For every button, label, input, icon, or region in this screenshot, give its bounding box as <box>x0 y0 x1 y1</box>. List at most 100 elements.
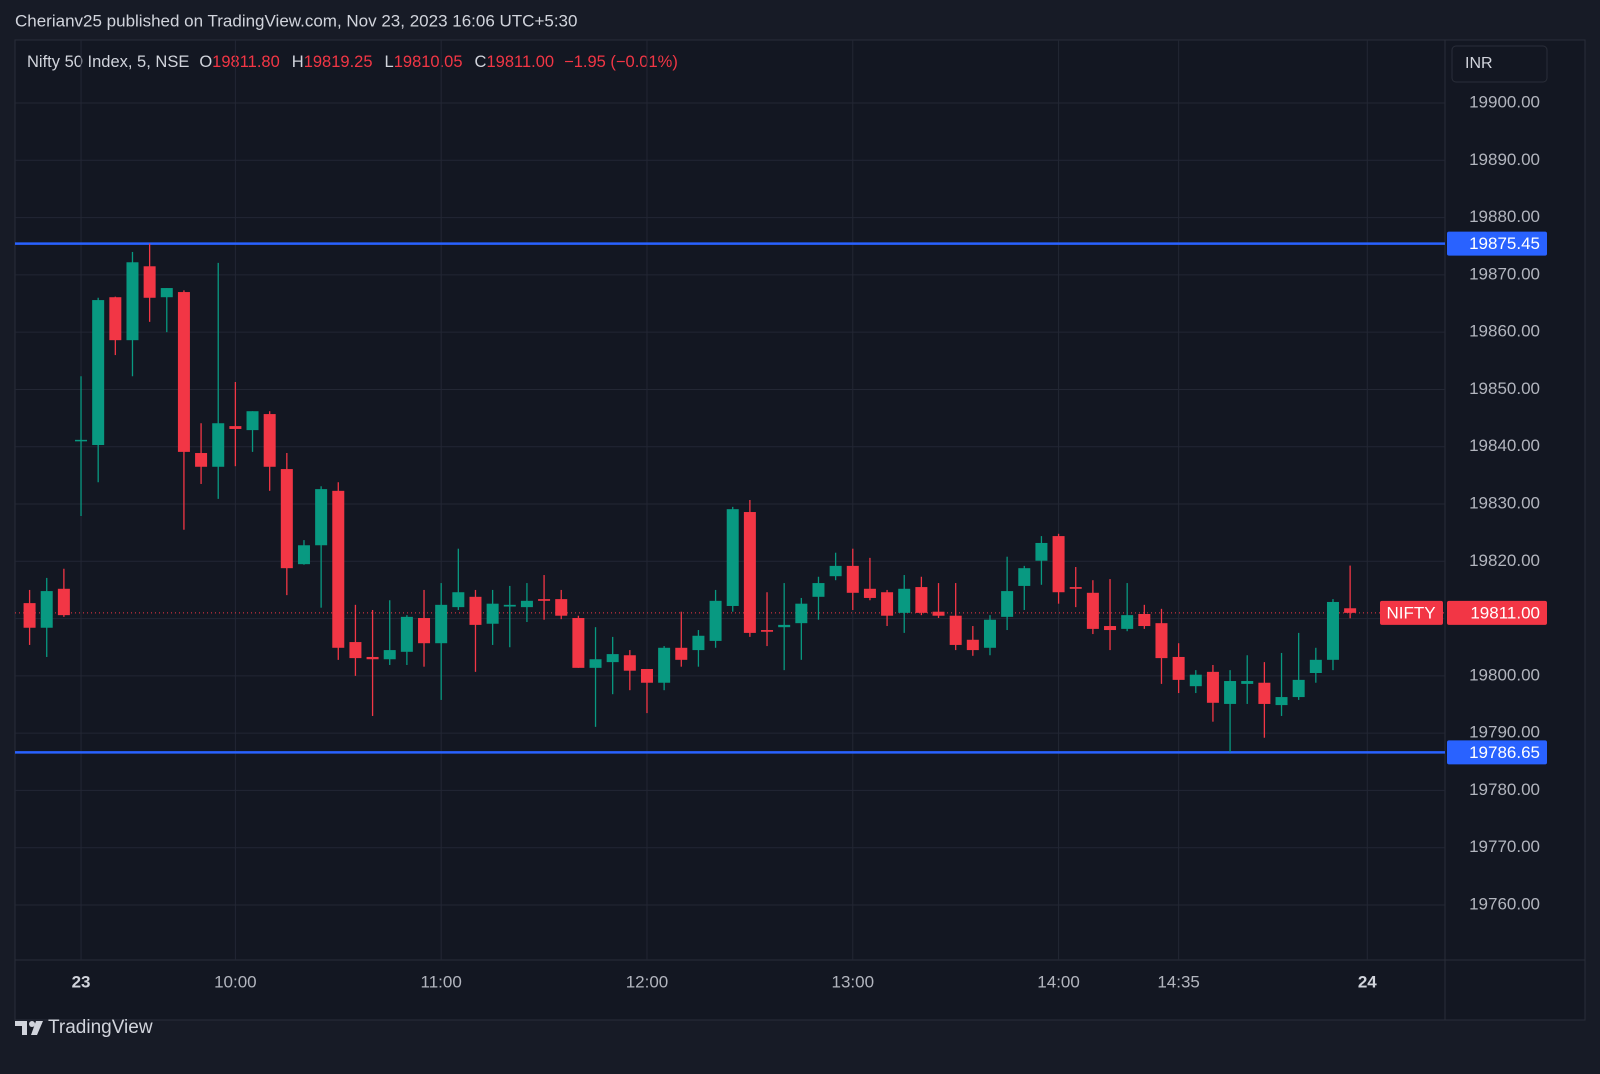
candle-body <box>297 545 310 565</box>
y-tick-label: 19780.00 <box>1469 780 1540 799</box>
candle-body <box>1155 623 1168 659</box>
change-value: −1.95 (−0.01%) <box>564 53 678 71</box>
currency-label[interactable]: INR <box>1465 55 1493 72</box>
candle-body <box>1069 587 1082 589</box>
candle-body <box>692 635 705 651</box>
candle-body <box>143 266 156 298</box>
x-tick-label: 14:00 <box>1037 972 1080 991</box>
y-tick-label: 19860.00 <box>1469 322 1540 341</box>
logo-part <box>15 1021 27 1035</box>
line-price-label: 19786.65 <box>1469 743 1540 762</box>
y-tick-label: 19880.00 <box>1469 207 1540 226</box>
x-tick-label: 24 <box>1358 972 1377 991</box>
last-price-tag <box>1447 600 1547 625</box>
candle-body <box>1326 601 1339 660</box>
candle-body <box>486 603 499 624</box>
candle-body <box>726 509 739 606</box>
candle-body <box>1121 615 1134 629</box>
candle-body <box>1258 682 1271 704</box>
ohlc-key: L <box>385 53 394 71</box>
symbol-title: Nifty 50 Index, 5, NSE <box>27 53 189 71</box>
candle-body <box>1086 592 1099 629</box>
last-price-name-tag <box>1380 600 1443 625</box>
logo-part <box>29 1021 35 1027</box>
candle-body <box>1206 671 1219 703</box>
candle-body <box>640 668 653 683</box>
y-tick-label: 19820.00 <box>1469 551 1540 570</box>
candle-body <box>761 630 774 632</box>
candle-body <box>332 490 345 648</box>
candle-body <box>1052 536 1065 593</box>
candle-body <box>983 619 996 648</box>
candle-body <box>949 615 962 645</box>
published-note: Cherianv25 published on TradingView.com,… <box>15 11 577 30</box>
y-tick-label: 19830.00 <box>1469 493 1540 512</box>
candle-body <box>1275 697 1288 706</box>
candle-body <box>623 655 636 671</box>
ohlc-key: C <box>475 53 487 71</box>
line-price-tag <box>1447 231 1547 256</box>
candle-body <box>538 599 551 601</box>
candle-body <box>366 656 379 660</box>
footer-brand: TradingView <box>48 1017 153 1038</box>
candle-body <box>846 565 859 593</box>
x-tick-label: 12:00 <box>626 972 669 991</box>
candle-body <box>1104 626 1117 631</box>
candle-body <box>932 611 945 616</box>
candle-body <box>503 604 516 607</box>
candle-body <box>863 588 876 598</box>
candle-body <box>280 469 293 569</box>
last-price-name: NIFTY <box>1386 603 1435 622</box>
y-tick-label: 19890.00 <box>1469 150 1540 169</box>
candle-body <box>229 426 242 429</box>
candle-body <box>881 592 894 616</box>
candle-body <box>520 600 533 608</box>
candle-body <box>1309 659 1322 674</box>
candle-body <box>709 600 722 641</box>
candle-body <box>812 583 825 597</box>
y-tick-label: 19900.00 <box>1469 92 1540 111</box>
candle-body <box>795 603 808 624</box>
candle-body <box>349 642 362 659</box>
y-tick-label: 19760.00 <box>1469 894 1540 913</box>
chart-frame <box>14 39 1586 1021</box>
candle-body <box>92 300 105 446</box>
candle-body <box>915 587 928 613</box>
candle-body <box>246 411 259 431</box>
candle-body <box>315 489 328 546</box>
ohlc-value: 19811.00 <box>486 53 554 71</box>
y-tick-label: 19790.00 <box>1469 723 1540 742</box>
currency-button[interactable] <box>1451 45 1548 83</box>
ohlc-value: 19811.80 <box>212 53 280 71</box>
y-tick-label: 19850.00 <box>1469 379 1540 398</box>
candle-body <box>1292 679 1305 698</box>
candle-body <box>555 599 568 616</box>
candle-body <box>418 618 431 644</box>
candle-body <box>1344 608 1357 613</box>
candle-body <box>126 262 139 341</box>
candle-body <box>400 616 413 652</box>
x-tick-label: 13:00 <box>832 972 875 991</box>
logo-part <box>31 1021 43 1035</box>
candle-body <box>23 603 36 628</box>
candle-body <box>212 423 225 467</box>
candle-body <box>383 650 396 660</box>
candle-body <box>109 297 122 341</box>
candle-body <box>1172 656 1185 680</box>
candle-body <box>435 604 448 644</box>
candle-body <box>778 624 791 628</box>
candle-body <box>1018 568 1031 586</box>
candle-body <box>829 565 842 577</box>
candle-body <box>658 647 671 683</box>
candle-body <box>1138 613 1151 627</box>
candle-body <box>572 618 585 668</box>
y-tick-label: 19870.00 <box>1469 264 1540 283</box>
candle-body <box>1035 542 1048 561</box>
candle-body <box>160 288 173 298</box>
candle-body <box>606 654 619 663</box>
ohlc-key: H <box>292 53 304 71</box>
candle-body <box>1001 591 1014 617</box>
candle-body <box>898 588 911 613</box>
